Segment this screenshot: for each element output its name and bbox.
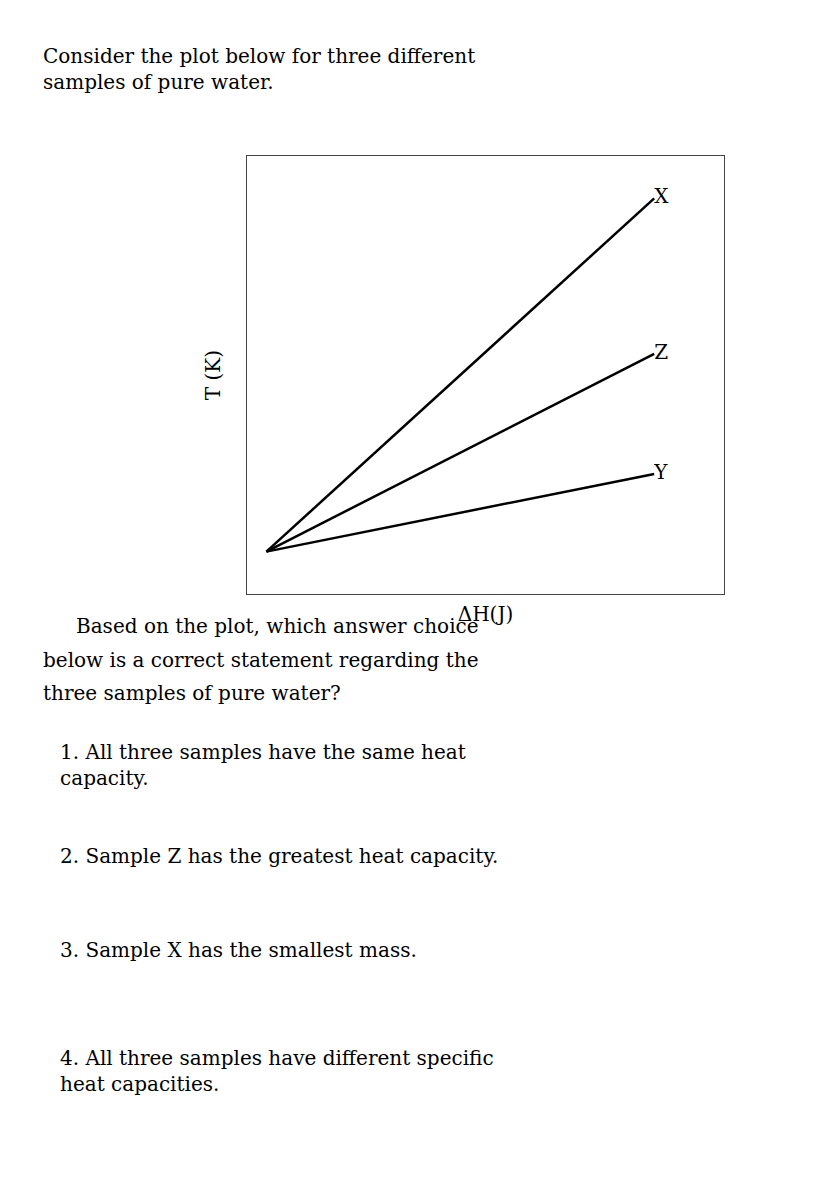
svg-text:Based on the plot, which answe: Based on the plot, which answer choice bbox=[76, 614, 479, 638]
svg-text:3. Sample X has the smallest m: 3. Sample X has the smallest mass. bbox=[60, 938, 417, 962]
svg-text:2. Sample Z has the greatest h: 2. Sample Z has the greatest heat capaci… bbox=[60, 844, 498, 868]
svg-text:below is a correct statement r: below is a correct statement regarding t… bbox=[43, 648, 479, 672]
svg-text:samples of pure water.: samples of pure water. bbox=[43, 70, 274, 94]
svg-text:4. All three samples have diff: 4. All three samples have different spec… bbox=[60, 1046, 494, 1096]
svg-text:three samples of pure water?: three samples of pure water? bbox=[43, 681, 341, 705]
svg-text:ΔH(J): ΔH(J) bbox=[458, 602, 514, 626]
svg-text:T (K): T (K) bbox=[201, 350, 225, 400]
svg-text:X: X bbox=[654, 184, 669, 208]
svg-text:1. All three samples have the: 1. All three samples have the same heatc… bbox=[60, 740, 466, 790]
svg-text:Z: Z bbox=[654, 340, 668, 364]
svg-text:Y: Y bbox=[653, 460, 668, 484]
svg-text:Consider the plot below for th: Consider the plot below for three differ… bbox=[43, 44, 475, 68]
